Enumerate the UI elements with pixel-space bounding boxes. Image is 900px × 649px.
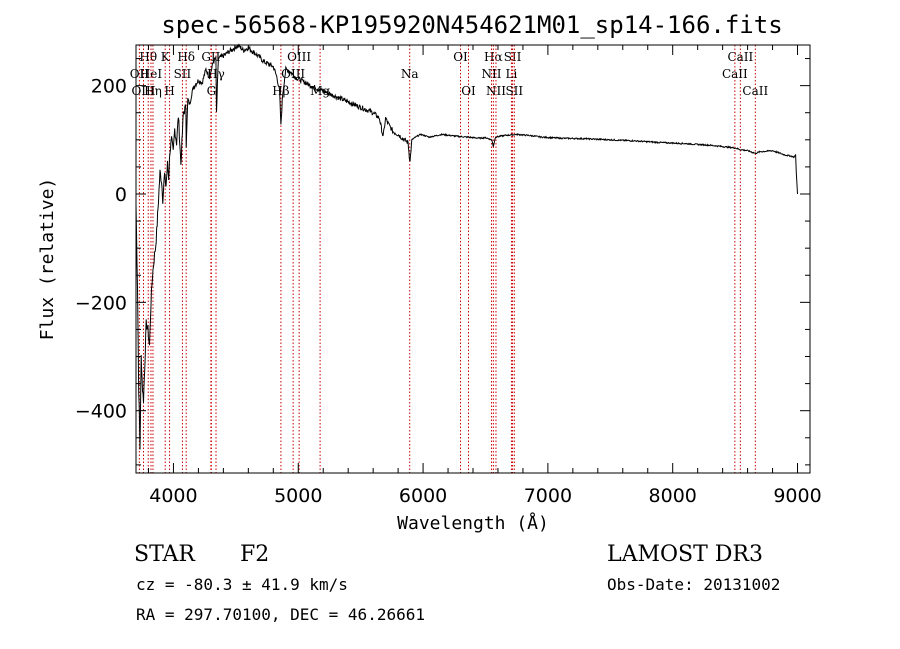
spectral-line-label: G xyxy=(207,84,217,98)
redshift-cz: cz = -80.3 ± 41.9 km/s xyxy=(136,575,348,594)
x-tick-label: 5000 xyxy=(274,485,322,507)
spectral-line-label: SII xyxy=(505,84,523,98)
x-tick-label: 9000 xyxy=(773,485,821,507)
y-tick-label: 0 xyxy=(115,184,127,206)
spectral-line-label: CaII xyxy=(727,50,753,64)
spectral-line-label: Na xyxy=(401,67,419,81)
spectral-line-label: OIII xyxy=(131,84,155,98)
spectral-line-label: CaII xyxy=(742,84,768,98)
chart-title: spec-56568-KP195920N454621M01_sp14-166.f… xyxy=(161,11,782,39)
spectral-line-label: SII xyxy=(174,67,192,81)
spectral-line-label: OII xyxy=(130,67,150,81)
plot-frame xyxy=(135,44,811,474)
survey-name: LAMOST DR3 xyxy=(607,542,763,567)
spectral-line-label: Hα xyxy=(484,50,503,64)
spectral-line-label: Hθ xyxy=(139,50,157,64)
spectral-line-label: NII xyxy=(481,67,501,81)
coordinates: RA = 297.70100, DEC = 46.26661 xyxy=(136,605,425,624)
x-axis-label: Wavelength (Å) xyxy=(397,512,549,534)
spectral-line-label: OI xyxy=(461,84,476,98)
spectral-line-label: Hβ xyxy=(272,84,289,98)
spectral-line-markers: HθOIIOIIIHeIHηKSIIHHδGIIHγGOIIIOIIIHβMgN… xyxy=(130,45,768,473)
object-class: STAR xyxy=(134,542,196,567)
spectral-line-label: Hδ xyxy=(177,50,195,64)
x-tick-label: 8000 xyxy=(649,485,697,507)
x-tick-label: 4000 xyxy=(149,485,197,507)
series-layer xyxy=(135,43,798,450)
y-tick-label: 200 xyxy=(91,76,127,98)
spectral-line-label: OI xyxy=(453,50,468,64)
x-tick-label: 6000 xyxy=(399,485,447,507)
spectral-line-label: SII xyxy=(504,50,522,64)
spectral-line-label: NII xyxy=(486,84,506,98)
spectral-line-label: H xyxy=(164,84,174,98)
y-axis-label: Flux (relative) xyxy=(37,178,58,341)
y-tick-label: −400 xyxy=(75,401,127,423)
spectral-line-label: OIII xyxy=(287,50,311,64)
x-tick-label: 7000 xyxy=(524,485,572,507)
object-subclass: F2 xyxy=(240,542,269,567)
obs-date: Obs-Date: 20131002 xyxy=(607,575,780,594)
y-tick-label: −200 xyxy=(75,292,127,314)
spectral-line-label: Hη xyxy=(144,84,162,98)
spectral-line-label: K xyxy=(161,50,171,64)
spectral-line-label: HeI xyxy=(140,67,163,81)
spectrum-line xyxy=(135,43,798,450)
axis-ticks: 4000 5000 6000 7000 8000 9000 −400 −200 0 200 xyxy=(75,45,822,507)
spectral-line-label: CaII xyxy=(722,67,748,81)
spectral-line-label: Li xyxy=(506,67,518,81)
